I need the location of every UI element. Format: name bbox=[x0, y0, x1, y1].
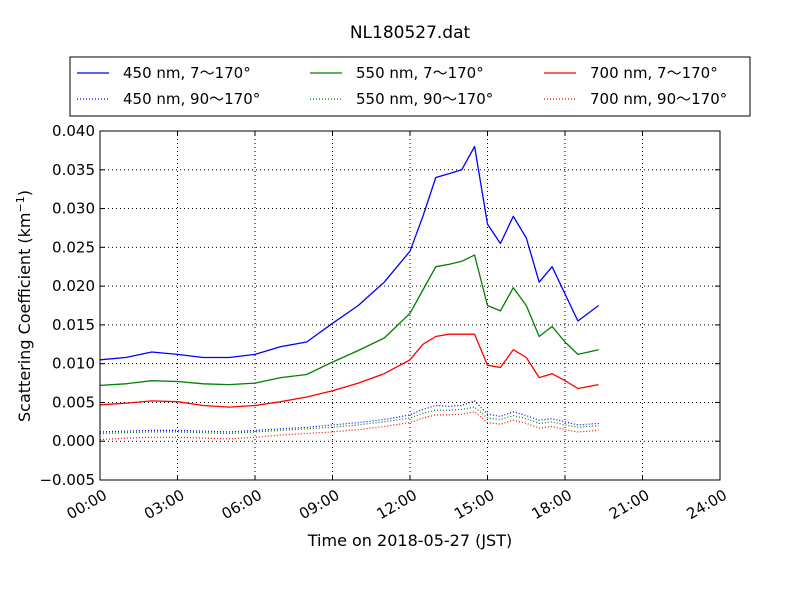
y-tick-labels: 0.040 0.035 0.030 0.025 0.020 0.015 0.010 0.005… bbox=[39, 122, 95, 489]
series-line bbox=[99, 406, 599, 435]
legend: 450 nm, 7～170° 550 nm, 7～170° 700 nm, 7～17… bbox=[69, 56, 751, 117]
y-tick-label: 0.025 bbox=[52, 238, 95, 256]
chart-title: NL180527.dat bbox=[350, 23, 471, 43]
x-axis-label: Time on 2018-05-27 (JST) bbox=[307, 531, 512, 550]
legend-label: 550 nm, 7～170° bbox=[356, 64, 484, 82]
grid bbox=[100, 131, 720, 480]
x-tick-label: 24:00 bbox=[684, 486, 730, 523]
series-line bbox=[99, 254, 599, 387]
series-line bbox=[99, 145, 599, 361]
legend-label: 700 nm, 90～170° bbox=[590, 90, 727, 108]
y-tick-label: 0.000 bbox=[52, 432, 95, 450]
legend-label: 450 nm, 7～170° bbox=[123, 64, 251, 82]
x-tick-label: 12:00 bbox=[374, 486, 420, 523]
x-tick-label: 18:00 bbox=[529, 486, 575, 523]
x-tick-label: 21:00 bbox=[606, 486, 652, 523]
legend-box bbox=[69, 56, 751, 117]
y-tick-label: 0.020 bbox=[52, 277, 95, 295]
x-tick-label: 00:00 bbox=[64, 486, 110, 523]
y-tick-label: 0.005 bbox=[52, 393, 95, 411]
legend-label: 450 nm, 90～170° bbox=[123, 90, 260, 108]
x-tick-label: 03:00 bbox=[141, 486, 187, 523]
y-axis-label-superscript: −1 bbox=[14, 196, 27, 212]
series-line bbox=[99, 411, 599, 441]
y-axis-label-close: ) bbox=[15, 190, 34, 196]
y-tick-label: 0.040 bbox=[52, 122, 95, 140]
series-line bbox=[99, 400, 599, 433]
x-tick-label: 06:00 bbox=[219, 486, 265, 523]
x-tick-label: 15:00 bbox=[451, 486, 497, 523]
series-layer bbox=[99, 145, 599, 441]
y-axis-label-main: Scattering Coefficient (km bbox=[15, 212, 34, 422]
series-line bbox=[99, 333, 599, 408]
y-tick-label: −0.005 bbox=[39, 471, 95, 489]
ticks bbox=[99, 130, 721, 481]
y-axis-label: Scattering Coefficient (km−1) bbox=[14, 190, 34, 422]
y-tick-label: 0.035 bbox=[52, 161, 95, 179]
x-tick-label: 09:00 bbox=[296, 486, 342, 523]
legend-label: 700 nm, 7～170° bbox=[590, 64, 718, 82]
legend-label: 550 nm, 90～170° bbox=[356, 90, 493, 108]
y-tick-label: 0.010 bbox=[52, 355, 95, 373]
y-tick-label: 0.015 bbox=[52, 316, 95, 334]
y-tick-label: 0.030 bbox=[52, 200, 95, 218]
x-tick-labels: 00:00 03:00 06:00 09:00 12:00 15:00 18:00 21:00… bbox=[64, 486, 730, 523]
